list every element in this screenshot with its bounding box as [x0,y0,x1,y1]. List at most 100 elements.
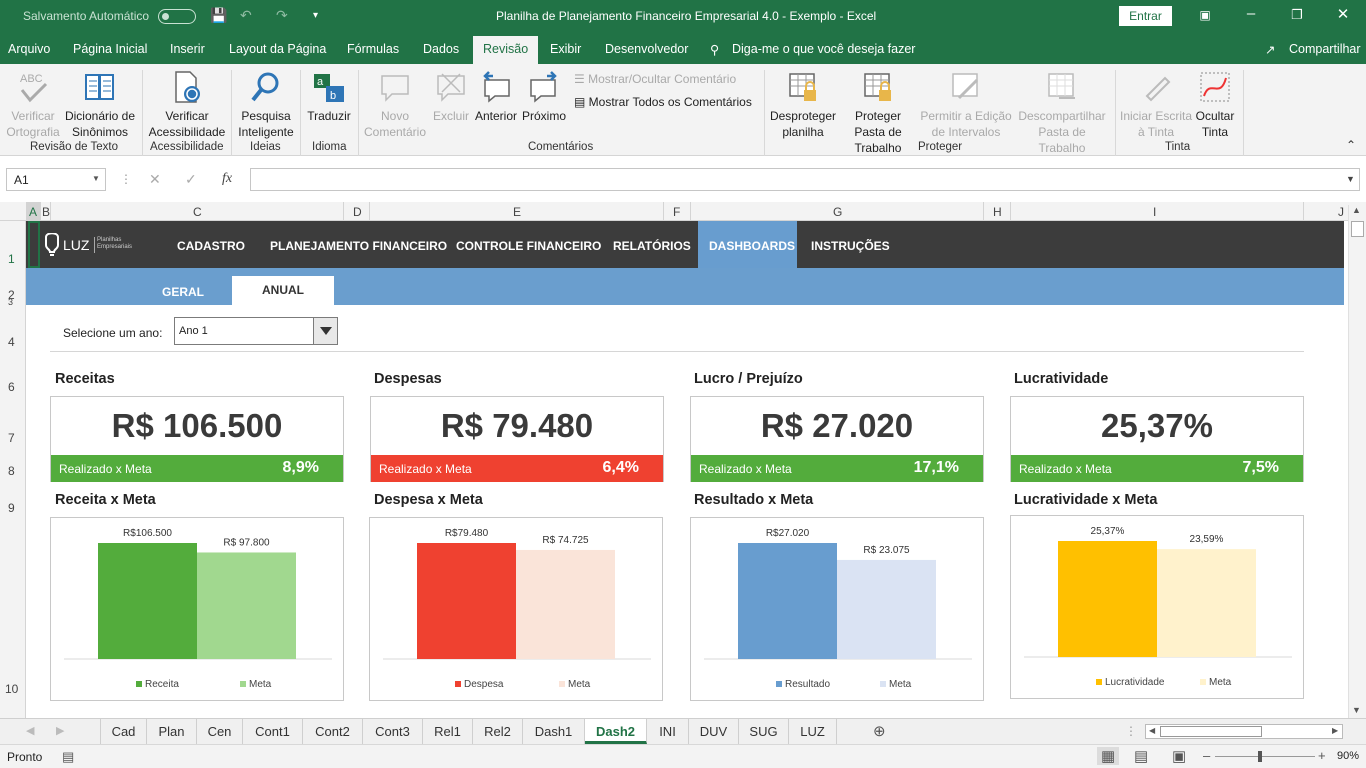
vertical-scrollbar[interactable]: ▲ ▼ [1348,205,1366,718]
active-cell-a1[interactable] [28,221,40,268]
save-icon[interactable]: 💾 [210,7,228,23]
column-header-i[interactable]: I [1153,205,1157,219]
nav-controle[interactable]: CONTROLE FINANCEIRO [456,239,602,253]
autosave-toggle[interactable] [158,9,196,24]
horizontal-scrollbar[interactable]: ◀ ▶ [1145,724,1343,739]
column-header-b[interactable]: B [42,205,51,219]
delete-comment-button[interactable]: Excluir [430,70,472,124]
nav-dashboards[interactable]: DASHBOARDS [709,239,796,253]
row-header-1[interactable]: 1 [8,252,15,266]
add-sheet-icon[interactable]: ⊕ [873,723,886,740]
minimize-icon[interactable]: – [1246,5,1256,22]
column-header-d[interactable]: D [353,205,362,219]
enter-icon[interactable]: ✓ [185,171,197,187]
protect-workbook-button[interactable]: Proteger Pasta de Trabalho [838,70,918,156]
zoom-out-icon[interactable]: – [1203,748,1211,763]
row-header-8[interactable]: 8 [8,464,15,478]
menu-layout[interactable]: Layout da Página [229,42,327,56]
chevron-down-icon[interactable] [313,318,337,344]
tell-me-search[interactable]: Diga-me o que você deseja fazer [732,42,916,56]
name-box[interactable]: A1 [6,168,106,191]
menu-arquivo[interactable]: Arquivo [8,42,51,56]
signin-button[interactable]: Entrar [1119,6,1172,26]
chart-resultado[interactable]: R$27.020 Resultado R$ 23.075 Meta [690,517,984,701]
chart-bar-receita[interactable] [98,543,197,659]
zoom-slider-thumb[interactable] [1258,751,1262,762]
show-all-comments-button[interactable]: ▤ Mostrar Todos os Comentários [574,95,752,109]
row-header-7[interactable]: 7 [8,431,15,445]
tab-scroll-left-icon[interactable]: ◀ [26,725,35,737]
accessibility-button[interactable]: Verificar Acessibilidade [146,70,228,140]
column-header-g[interactable]: G [833,205,843,219]
sheet-tab-dash1[interactable]: Dash1 [523,719,585,744]
formula-input[interactable] [250,168,1360,191]
hscroll-left-icon[interactable]: ◀ [1149,726,1156,735]
sheet-tab-luz[interactable]: LUZ [789,719,837,744]
share-icon[interactable]: ↗ [1265,43,1276,57]
customize-qat-icon[interactable]: ▾ [313,10,319,21]
menu-revisao[interactable]: Revisão [473,36,539,64]
chart-bar-meta[interactable] [1157,549,1256,657]
ribbon-display-icon[interactable]: ▣ [1199,8,1211,22]
sheet-tab-cad[interactable]: Cad [101,719,147,744]
smart-lookup-button[interactable]: Pesquisa Inteligente [235,70,297,140]
nav-planejamento[interactable]: PLANEJAMENTO FINANCEIRO [270,239,448,253]
menu-pagina-inicial[interactable]: Página Inicial [73,42,148,56]
sheet-tab-sug[interactable]: SUG [739,719,789,744]
nav-relatorios[interactable]: RELATÓRIOS [613,239,691,253]
spelling-button[interactable]: ABC Verificar Ortografia [4,70,62,140]
page-break-icon[interactable]: ▣ [1172,748,1187,765]
chart-bar-meta[interactable] [197,552,296,659]
restore-icon[interactable]: ❐ [1291,7,1303,22]
row-header-4[interactable]: 4 [8,335,15,349]
sheet-tab-rel2[interactable]: Rel2 [473,719,523,744]
hide-ink-button[interactable]: Ocultar Tinta [1192,70,1238,140]
chart-bar-resultado[interactable] [738,543,837,659]
chart-bar-meta[interactable] [837,559,936,659]
year-select[interactable]: Ano 1 [174,317,338,345]
thesaurus-button[interactable]: Dicionário de Sinônimos [62,70,138,140]
sheet-tab-dash2[interactable]: Dash2 [585,719,647,744]
unshare-workbook-button[interactable]: Descompartilhar Pasta de Trabalho [1014,70,1110,156]
column-header-h[interactable]: H [993,205,1002,219]
zoom-in-icon[interactable]: + [1318,748,1326,763]
insert-function-icon[interactable]: fx [222,171,233,186]
unprotect-sheet-button[interactable]: Desproteger planilha [768,70,838,140]
cancel-icon[interactable]: ✕ [149,171,161,187]
column-header-e[interactable]: E [513,205,522,219]
menu-dados[interactable]: Dados [423,42,460,56]
scroll-down-icon[interactable]: ▼ [1352,705,1361,715]
undo-icon[interactable]: ↶ [240,7,252,23]
normal-view-icon[interactable]: ▦ [1097,747,1120,765]
sheet-tab-cont3[interactable]: Cont3 [363,719,423,744]
sheet-tab-ini[interactable]: INI [647,719,689,744]
nav-cadastro[interactable]: CADASTRO [177,239,245,253]
close-icon[interactable]: ✕ [1336,6,1350,23]
chart-bar-despesa[interactable] [417,543,516,659]
scroll-thumb[interactable] [1351,221,1364,237]
row-header-10[interactable]: 10 [5,682,19,696]
chart-bar-lucratividade[interactable] [1058,541,1157,657]
name-box-dropdown-icon[interactable]: ▼ [92,174,100,183]
row-header-2[interactable]: 2 [8,288,15,302]
sheet-tab-plan[interactable]: Plan [147,719,197,744]
sheet-tab-cen[interactable]: Cen [197,719,243,744]
zoom-level[interactable]: 90% [1337,750,1360,762]
column-header-f[interactable]: F [673,205,681,219]
previous-comment-button[interactable]: Anterior [474,70,518,124]
column-header-c[interactable]: C [193,205,202,219]
chart-lucratividade[interactable]: 25,37% Lucratividade 23,59% Meta [1010,515,1304,699]
macro-record-icon[interactable]: ▤ [62,749,75,764]
zoom-slider[interactable] [1215,756,1315,757]
start-inking-button[interactable]: Iniciar Escrita à Tinta [1119,70,1193,140]
sheet-tab-cont2[interactable]: Cont2 [303,719,363,744]
row-header-6[interactable]: 6 [8,380,15,394]
row-header-9[interactable]: 9 [8,501,15,515]
scroll-up-icon[interactable]: ▲ [1352,205,1361,215]
row-header-3[interactable]: 3 [8,297,14,307]
menu-inserir[interactable]: Inserir [170,42,205,56]
column-header-j[interactable]: J [1338,205,1344,219]
sheet-tab-duv[interactable]: DUV [689,719,739,744]
page-layout-icon[interactable]: ▤ [1134,748,1149,765]
menu-desenvolvedor[interactable]: Desenvolvedor [605,42,689,56]
